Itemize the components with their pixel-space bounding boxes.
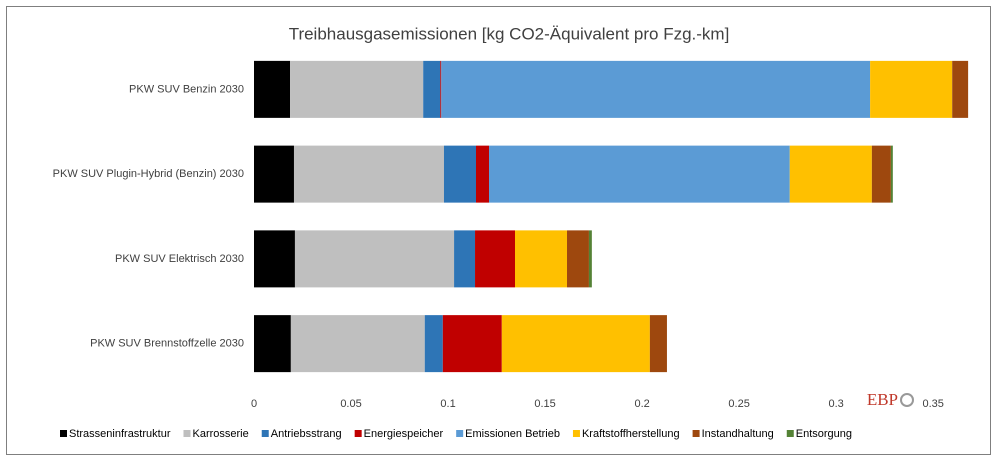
bar-segment	[475, 230, 516, 288]
bar-segment	[871, 145, 891, 203]
bar-segment	[254, 315, 291, 373]
bar-segment	[293, 145, 444, 203]
bar-segment	[441, 60, 871, 118]
bar-segment	[515, 230, 568, 288]
y-tick-label: PKW SUV Benzin 2030	[129, 83, 244, 95]
legend-swatch	[692, 430, 700, 437]
bar-segment	[442, 315, 502, 373]
bar-segment	[870, 60, 953, 118]
bar-segment	[789, 145, 872, 203]
legend-label: Antriebsstrang	[271, 428, 342, 440]
bar-segment	[649, 315, 667, 373]
x-tick-label: 0.15	[534, 398, 555, 410]
bar-segment	[254, 145, 294, 203]
bar-segment	[501, 315, 650, 373]
legend-label: Entsorgung	[796, 428, 852, 440]
legend-label: Instandhaltung	[702, 428, 774, 440]
x-tick-label: 0.2	[634, 398, 649, 410]
y-tick-label: PKW SUV Plugin-Hybrid (Benzin) 2030	[53, 168, 244, 180]
legend-label: Energiespeicher	[364, 428, 444, 440]
bar-segment	[952, 60, 969, 118]
legend-swatch	[261, 430, 269, 437]
bar-segment	[440, 60, 442, 118]
bar-segment	[454, 230, 476, 288]
bar-segment	[423, 60, 441, 118]
bar-segment	[588, 230, 592, 288]
bar-segment	[488, 145, 790, 203]
x-tick-label: 0.3	[829, 398, 844, 410]
legend-swatch	[786, 430, 794, 437]
bar-segment	[567, 230, 589, 288]
bar-segment	[475, 145, 489, 203]
x-tick-label: 0.35	[922, 398, 943, 410]
x-tick-label: 0.1	[440, 398, 455, 410]
bar-segment	[424, 315, 443, 373]
legend-label: Strasseninfrastruktur	[69, 428, 171, 440]
bar-segment	[254, 60, 291, 118]
x-tick-label: 0.25	[728, 398, 749, 410]
legend-label: Karrosserie	[192, 428, 248, 440]
legend-swatch	[572, 430, 580, 437]
legend-swatch	[354, 430, 362, 437]
legend-swatch	[456, 430, 464, 437]
bar-segment	[254, 230, 295, 288]
bar-segment	[290, 315, 425, 373]
legend-swatch	[183, 430, 191, 437]
x-tick-label: 0.05	[340, 398, 361, 410]
legend-label: Kraftstoffherstellung	[582, 428, 680, 440]
bar-segment	[290, 60, 424, 118]
legend-label: Emissionen Betrieb	[465, 428, 560, 440]
logo-mark	[900, 393, 914, 407]
legend-swatch	[60, 430, 67, 437]
y-tick-label: PKW SUV Brennstoffzelle 2030	[90, 338, 244, 350]
logo: EBP	[867, 390, 898, 409]
y-tick-label: PKW SUV Elektrisch 2030	[115, 253, 244, 265]
bar-segment	[443, 145, 476, 203]
chart-title: Treibhausgasemissionen [kg CO2-Äquivalen…	[289, 24, 730, 43]
bar-segment	[294, 230, 455, 288]
bar-segment	[890, 145, 893, 203]
x-tick-label: 0	[251, 398, 257, 410]
